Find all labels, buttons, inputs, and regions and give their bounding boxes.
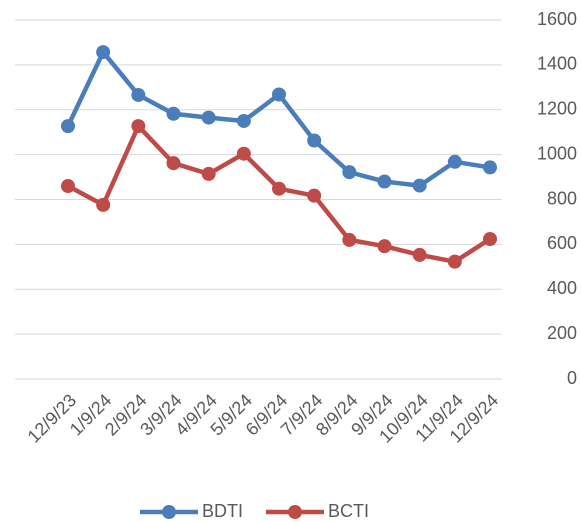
series-line bbox=[65, 49, 491, 188]
y-tick-label: 1400 bbox=[537, 54, 577, 74]
data-point bbox=[131, 119, 146, 134]
data-point bbox=[236, 146, 251, 161]
y-tick-label: 400 bbox=[547, 278, 577, 298]
data-point bbox=[131, 87, 146, 102]
y-tick-label: 600 bbox=[547, 233, 577, 253]
data-point bbox=[61, 119, 75, 134]
data-point bbox=[201, 166, 216, 181]
y-tick-label: 1600 bbox=[537, 9, 577, 29]
data-point bbox=[447, 154, 462, 169]
legend-marker bbox=[288, 505, 302, 519]
legend-label: BCTI bbox=[328, 501, 369, 521]
y-tick-label: 1200 bbox=[537, 99, 577, 119]
data-point bbox=[272, 87, 286, 102]
legend-label: BDTI bbox=[202, 501, 243, 521]
data-point bbox=[483, 231, 497, 246]
data-point bbox=[272, 181, 286, 196]
data-point bbox=[236, 113, 251, 128]
data-point bbox=[96, 45, 111, 60]
y-tick-label: 800 bbox=[547, 188, 577, 208]
data-point bbox=[412, 247, 427, 262]
y-tick-label: 1000 bbox=[537, 143, 577, 163]
y-tick-label: 200 bbox=[547, 323, 577, 343]
y-tick-label: 0 bbox=[567, 368, 577, 388]
data-point bbox=[342, 165, 357, 180]
data-point bbox=[377, 239, 392, 254]
data-point bbox=[307, 133, 322, 148]
data-point bbox=[166, 156, 181, 171]
legend-marker bbox=[162, 505, 176, 519]
data-point bbox=[96, 197, 111, 212]
data-point bbox=[412, 178, 427, 193]
legend-item: BCTI bbox=[266, 501, 369, 521]
data-point bbox=[61, 179, 75, 194]
data-point bbox=[483, 160, 497, 175]
data-point bbox=[342, 232, 357, 247]
data-point bbox=[201, 110, 216, 125]
legend-item: BDTI bbox=[140, 501, 243, 521]
data-point bbox=[377, 174, 392, 189]
data-point bbox=[166, 106, 181, 121]
data-point bbox=[307, 188, 322, 203]
data-point bbox=[447, 254, 462, 269]
